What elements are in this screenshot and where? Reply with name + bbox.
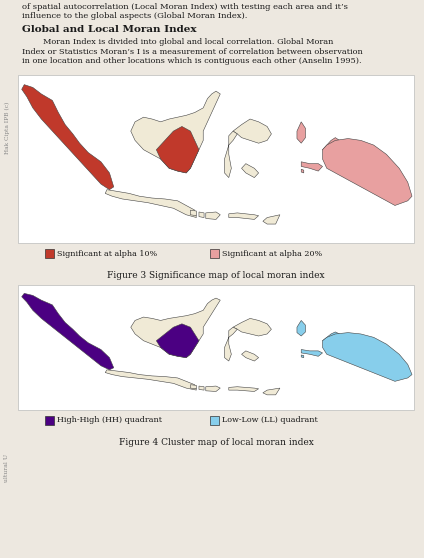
Text: in one location and other locations which is contiguous each other (Anselin 1995: in one location and other locations whic…	[22, 57, 362, 65]
Polygon shape	[131, 91, 220, 173]
FancyBboxPatch shape	[18, 75, 414, 243]
Polygon shape	[323, 138, 412, 205]
Polygon shape	[233, 119, 271, 143]
Bar	[210, 249, 219, 258]
Text: High-High (HH) quadrant: High-High (HH) quadrant	[57, 416, 162, 425]
Polygon shape	[225, 131, 237, 177]
Text: Hak Cipta IPB (c): Hak Cipta IPB (c)	[4, 102, 10, 154]
Polygon shape	[229, 213, 259, 219]
Polygon shape	[206, 386, 220, 392]
FancyBboxPatch shape	[18, 285, 414, 410]
Polygon shape	[206, 212, 220, 219]
Polygon shape	[229, 387, 259, 392]
Text: Moran Index is divided into global and local correlation. Global Moran: Moran Index is divided into global and l…	[22, 38, 333, 46]
Polygon shape	[323, 332, 344, 344]
Polygon shape	[190, 210, 196, 216]
Text: Significant at alpha 20%: Significant at alpha 20%	[222, 249, 322, 257]
Polygon shape	[105, 190, 196, 218]
Polygon shape	[301, 355, 304, 358]
Polygon shape	[22, 294, 114, 370]
Polygon shape	[233, 319, 271, 336]
Polygon shape	[190, 384, 196, 389]
Bar	[45, 249, 54, 258]
Polygon shape	[156, 127, 199, 173]
Polygon shape	[297, 320, 305, 336]
Polygon shape	[199, 386, 204, 390]
Text: ultural U: ultural U	[5, 454, 9, 482]
Bar	[45, 416, 54, 425]
Polygon shape	[22, 85, 114, 190]
Polygon shape	[301, 349, 323, 357]
Polygon shape	[301, 162, 323, 171]
Polygon shape	[301, 169, 304, 173]
Text: Significant at alpha 10%: Significant at alpha 10%	[57, 249, 157, 257]
Text: Figure 4 Cluster map of local moran index: Figure 4 Cluster map of local moran inde…	[119, 438, 313, 447]
Polygon shape	[323, 138, 344, 155]
Text: Index or Statistics Moran’s I is a measurement of correlation between observatio: Index or Statistics Moran’s I is a measu…	[22, 47, 363, 55]
Text: Global and Local Moran Index: Global and Local Moran Index	[22, 25, 196, 34]
Text: Figure 3 Significance map of local moran index: Figure 3 Significance map of local moran…	[107, 271, 325, 280]
Bar	[210, 416, 219, 425]
Polygon shape	[242, 163, 259, 177]
Polygon shape	[225, 327, 237, 361]
Text: influence to the global aspects (Global Moran Index).: influence to the global aspects (Global …	[22, 12, 247, 20]
Polygon shape	[131, 298, 220, 358]
Polygon shape	[242, 351, 259, 361]
Polygon shape	[297, 122, 305, 143]
Text: of spatial autocorrelation (Local Moran Index) with testing each area and it’s: of spatial autocorrelation (Local Moran …	[22, 3, 348, 11]
Polygon shape	[156, 324, 199, 358]
Polygon shape	[323, 333, 412, 381]
Polygon shape	[263, 215, 280, 224]
Text: Low-Low (LL) quadrant: Low-Low (LL) quadrant	[222, 416, 318, 425]
Polygon shape	[263, 388, 280, 395]
Polygon shape	[199, 212, 204, 218]
Polygon shape	[105, 370, 196, 390]
